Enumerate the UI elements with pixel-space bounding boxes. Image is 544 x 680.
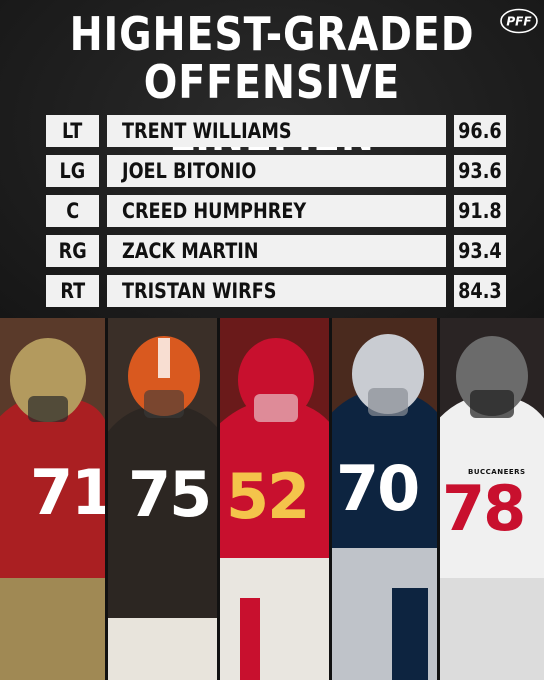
table-row: RG ZACK MARTIN 93.4 <box>46 235 506 267</box>
table-row: C CREED HUMPHREY 91.8 <box>46 195 506 227</box>
grade-cell: 84.3 <box>454 275 506 307</box>
grade-cell: 96.6 <box>454 115 506 147</box>
jersey-shape <box>332 389 437 548</box>
player-photo-2: 75 <box>108 318 220 680</box>
player-photo-5: BUCCANEERS 78 <box>440 318 544 680</box>
grade-cell: 93.4 <box>454 235 506 267</box>
position-cell: C <box>46 195 99 227</box>
jersey-number: 71 <box>30 456 108 529</box>
player-name-cell: TRENT WILLIAMS <box>107 115 446 147</box>
player-name-cell: TRISTAN WIRFS <box>107 275 446 307</box>
player-photo-4: 70 <box>332 318 440 680</box>
player-name-cell: ZACK MARTIN <box>107 235 446 267</box>
jersey-number: 78 <box>442 472 526 545</box>
team-name: BUCCANEERS <box>468 468 526 476</box>
player-name-cell: JOEL BITONIO <box>107 155 446 187</box>
pff-logo-text: PFF <box>506 15 532 29</box>
pff-logo: PFF <box>500 8 538 34</box>
title-line-1: HIGHEST-GRADED <box>69 7 475 61</box>
jersey-shape <box>220 399 329 558</box>
table-row: LG JOEL BITONIO 93.6 <box>46 155 506 187</box>
position-cell: LT <box>46 115 99 147</box>
jersey-number: 70 <box>336 452 420 525</box>
jersey-number: 52 <box>226 460 310 533</box>
rankings-table: LT TRENT WILLIAMS 96.6 LG JOEL BITONIO 9… <box>46 115 506 315</box>
position-cell: RG <box>46 235 99 267</box>
table-row: RT TRISTAN WIRFS 84.3 <box>46 275 506 307</box>
position-cell: LG <box>46 155 99 187</box>
player-photo-3: 52 <box>220 318 332 680</box>
jersey-shape <box>108 405 217 618</box>
grade-cell: 93.6 <box>454 155 506 187</box>
jersey-number: 75 <box>128 458 212 531</box>
player-photo-strip: 71 75 52 <box>0 318 544 680</box>
grade-cell: 91.8 <box>454 195 506 227</box>
table-row: LT TRENT WILLIAMS 96.6 <box>46 115 506 147</box>
position-cell: RT <box>46 275 99 307</box>
jersey-shape <box>0 396 105 578</box>
jersey-shape <box>440 395 544 578</box>
player-photo-1: 71 <box>0 318 108 680</box>
player-name-cell: CREED HUMPHREY <box>107 195 446 227</box>
